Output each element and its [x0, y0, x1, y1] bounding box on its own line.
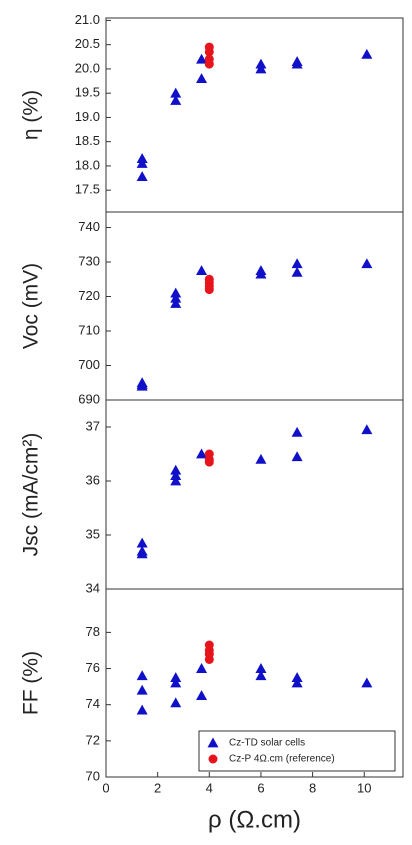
legend-label: Cz-TD solar cells: [229, 738, 305, 749]
point: [291, 58, 303, 69]
y-tick-label: 740: [78, 219, 100, 234]
point: [291, 426, 303, 437]
x-tick-label: 10: [357, 780, 371, 795]
y-tick-label: 720: [78, 288, 100, 303]
x-tick-label: 2: [154, 780, 161, 795]
point: [170, 475, 182, 486]
y-tick-label: 20.5: [75, 36, 100, 51]
panel-frame: [105, 17, 404, 213]
legend-box: [198, 730, 396, 772]
y-axis-label: FF (%): [20, 651, 43, 715]
y-tick-label: 72: [86, 732, 100, 747]
point: [196, 265, 208, 276]
point: [291, 266, 303, 277]
point: [136, 548, 148, 559]
x-tick-label: 0: [102, 780, 109, 795]
point: [170, 292, 182, 303]
point: [136, 171, 148, 181]
point: [136, 158, 148, 168]
point: [361, 258, 373, 269]
x-tick-label: 4: [206, 780, 213, 795]
x-tick-label: 8: [309, 780, 316, 795]
legend-marker: [207, 737, 219, 748]
y-axis-label: η (%): [20, 90, 43, 140]
point: [196, 448, 208, 459]
y-axis-label: Voc (mV): [20, 263, 43, 349]
y-tick-label: 19.5: [75, 85, 100, 100]
point: [255, 268, 267, 279]
point: [196, 53, 208, 64]
y-tick-label: 20.0: [75, 60, 100, 75]
point: [170, 87, 182, 98]
y-tick-label: 17.5: [75, 182, 100, 197]
y-tick-label: 21.0: [75, 12, 100, 27]
y-tick-label: 690: [78, 391, 100, 406]
y-tick-label: 710: [78, 322, 100, 337]
point: [170, 287, 182, 298]
point: [204, 655, 214, 664]
y-axis-label: Jsc (mA/cm²): [20, 433, 43, 557]
point: [255, 670, 267, 681]
y-tick-label: 78: [86, 624, 100, 639]
point: [255, 663, 267, 673]
point: [170, 297, 182, 308]
point: [291, 672, 303, 682]
y-tick-label: 74: [86, 696, 100, 711]
y-tick-label: 34: [86, 580, 100, 595]
point: [196, 690, 208, 701]
point: [136, 684, 148, 695]
point: [204, 47, 214, 57]
y-tick-label: 700: [78, 357, 100, 372]
point: [204, 285, 214, 295]
y-tick-label: 35: [86, 526, 100, 541]
point: [170, 697, 182, 708]
point: [170, 672, 182, 682]
point: [361, 424, 373, 435]
panel-frame: [105, 588, 404, 778]
point: [196, 73, 208, 84]
y-tick-label: 18.5: [75, 133, 100, 148]
panel-frame: [105, 399, 404, 590]
legend-label: Cz-P 4Ω.cm (reference): [229, 754, 335, 765]
y-tick-label: 36: [86, 472, 100, 487]
point: [361, 677, 373, 688]
point: [255, 453, 267, 464]
point: [255, 63, 267, 74]
y-tick-label: 730: [78, 253, 100, 268]
x-axis-label: ρ (Ω.cm): [208, 806, 301, 833]
legend-marker: [208, 754, 218, 764]
point: [136, 704, 148, 715]
point: [291, 677, 303, 688]
point: [204, 59, 214, 69]
point: [170, 464, 182, 475]
y-tick-label: 76: [86, 660, 100, 675]
y-tick-label: 70: [86, 768, 100, 783]
x-tick-label: 6: [257, 780, 264, 795]
point: [170, 94, 182, 105]
point: [291, 451, 303, 462]
y-tick-label: 18.0: [75, 157, 100, 172]
point: [136, 670, 148, 681]
point: [204, 457, 214, 467]
point: [170, 470, 182, 480]
point: [291, 258, 303, 269]
point: [361, 48, 373, 59]
point: [136, 537, 148, 548]
point: [170, 677, 182, 688]
panel-frame: [105, 211, 404, 401]
point: [136, 380, 148, 391]
y-tick-label: 19.0: [75, 109, 100, 124]
point: [196, 663, 208, 673]
y-tick-label: 37: [86, 418, 100, 433]
